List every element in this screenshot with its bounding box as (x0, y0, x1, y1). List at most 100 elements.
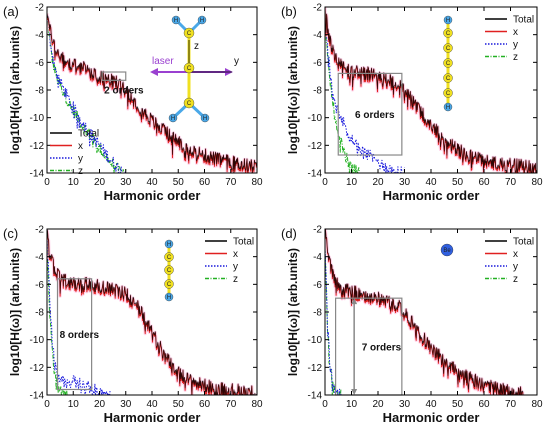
series-z-line (325, 248, 342, 395)
atom-c (164, 265, 174, 275)
legend-entry-z: z (513, 274, 518, 285)
y-tick-label: -14 (308, 169, 323, 180)
x-tick-label: 40 (425, 399, 437, 410)
x-tick-label: 20 (372, 399, 384, 410)
y-tick-label: -12 (308, 141, 323, 152)
y-tick-label: -8 (313, 86, 322, 97)
molecule-inset: H C C C H (164, 239, 174, 302)
x-tick-label: 10 (68, 177, 80, 188)
atom-h (200, 113, 210, 123)
x-tick-label: 0 (322, 177, 328, 188)
x-tick-label: 30 (399, 177, 411, 188)
atom-c-label: C (446, 31, 451, 37)
atom-c (443, 73, 453, 83)
x-axis-label: Harmonic order (104, 188, 201, 203)
atom-h (164, 239, 174, 249)
x-tick-label: 50 (173, 177, 185, 188)
y-tick-label: -6 (35, 280, 44, 291)
panel-2: 6 orders 0 10 20 30 40 50 60 70 80 -2 -4 -6 -8 -10 -12 -… (281, 3, 543, 204)
series-y-line (325, 19, 405, 173)
series-y-line (325, 248, 344, 395)
atom-c (164, 279, 174, 289)
atom-h (171, 15, 181, 25)
annotation-box (101, 71, 127, 81)
legend-entry-x: x (513, 249, 518, 260)
series-y-line (47, 231, 111, 395)
y-tick-label: -4 (313, 30, 322, 41)
atom-h (168, 113, 178, 123)
x-tick-label: 70 (505, 399, 517, 410)
atom-h-label: H (446, 18, 450, 24)
y-tick-label: -12 (30, 363, 45, 374)
atom-h-label: H (171, 116, 175, 122)
x-tick-label: 60 (478, 177, 490, 188)
panel-label: (b) (281, 4, 297, 19)
x-tick-label: 30 (120, 399, 132, 410)
legend-entry-total: Total (513, 237, 534, 248)
x-tick-label: 50 (173, 399, 185, 410)
legend-entry-z: z (513, 52, 518, 63)
molecule-inset: z y laser H H C C C H H (150, 15, 239, 123)
atom-h (443, 102, 453, 112)
x-tick-label: 70 (225, 399, 237, 410)
x-tick-label: 80 (251, 399, 263, 410)
atom-h-label: H (167, 242, 171, 248)
series-total-line (47, 11, 257, 173)
series-z-line (325, 12, 360, 173)
panel-label: (a) (3, 4, 19, 19)
legend-entry-total: Total (513, 15, 534, 26)
molecule-inset: H C C C C C H (443, 15, 453, 112)
x-tick-label: 40 (146, 399, 158, 410)
y-tick-label: -6 (313, 58, 322, 69)
atom-c (443, 58, 453, 68)
y-tick-label: -8 (35, 86, 44, 97)
panel-3: 8 orders 0 10 20 30 40 50 60 70 80 -2 -4 -6 -8 -10 -12 -… (3, 225, 263, 426)
atom-be-label: Be (443, 248, 451, 254)
legend-entry-x: x (233, 249, 238, 260)
x-tick-label: 0 (44, 177, 50, 188)
y-tick-label: -14 (30, 391, 45, 402)
annotation-text: 7 orders (362, 343, 402, 354)
x-tick-label: 80 (531, 177, 543, 188)
y-tick-label: -12 (308, 363, 323, 374)
atom-h-label: H (203, 116, 207, 122)
atom-c-label: C (187, 101, 192, 107)
y-tick-label: -8 (313, 308, 322, 319)
x-tick-label: 40 (146, 177, 158, 188)
annotation-box (337, 72, 403, 156)
series-total-line (47, 229, 257, 395)
atom-h (197, 15, 207, 25)
x-axis-label: Harmonic order (383, 188, 480, 203)
atom-c-label: C (167, 268, 172, 274)
laser-label: laser (152, 56, 174, 67)
atom-h-label: H (167, 295, 171, 301)
x-tick-label: 70 (505, 177, 517, 188)
legend-entry-z: z (233, 274, 238, 285)
atom-h (443, 15, 453, 25)
x-axis-label: Harmonic order (383, 410, 480, 425)
legend-entry-y: y (513, 262, 518, 273)
y-tick-label: -6 (313, 280, 322, 291)
y-axis-label: log10[H(ω)] (arb.units) (8, 26, 22, 154)
y-tick-label: -2 (313, 3, 322, 14)
legend-entry-total: Total (233, 237, 254, 248)
y-tick-label: -10 (30, 335, 45, 346)
atom-c-label: C (167, 255, 172, 261)
atom-c (443, 43, 453, 53)
legend-entry-total: Total (78, 129, 99, 140)
x-tick-label: 20 (94, 177, 106, 188)
plot-area (47, 11, 257, 173)
x-tick-label: 50 (452, 177, 464, 188)
annotation-text: 2 orders (104, 85, 144, 96)
panel-1: 2 orders 0 10 20 30 40 50 60 70 80 -2 -4 -6 -8 -10 -12 -… (3, 3, 263, 204)
x-tick-label: 10 (346, 399, 358, 410)
y-tick-label: -6 (35, 58, 44, 69)
x-axis-label: Harmonic order (104, 410, 201, 425)
molecule-inset: Be (440, 243, 454, 257)
y-tick-label: -14 (30, 169, 45, 180)
y-tick-label: -4 (313, 252, 322, 263)
atom-c (443, 28, 453, 38)
y-tick-label: -10 (308, 113, 323, 124)
y-tick-label: -2 (35, 3, 44, 14)
x-tick-label: 10 (346, 177, 358, 188)
